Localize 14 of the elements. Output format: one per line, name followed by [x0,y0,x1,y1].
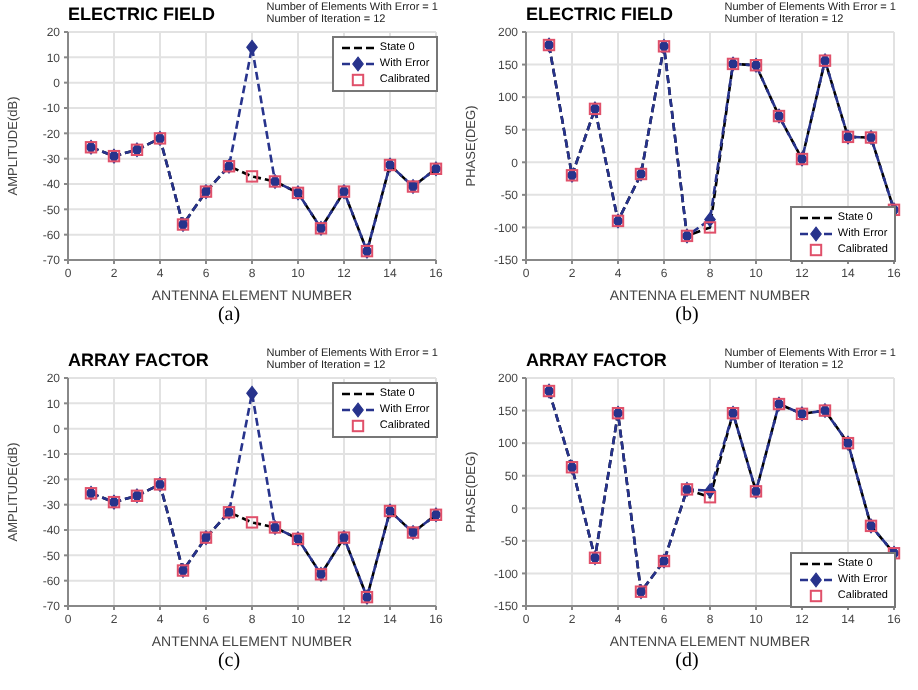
text: (a) [215,304,243,326]
text: (c) [215,649,243,671]
chart-title: ARRAY FACTOR [68,349,209,369]
chart-title: ELECTRIC FIELD [68,4,215,24]
point [703,221,717,234]
chart-title: ARRAY FACTOR [526,349,667,369]
point [703,490,717,503]
text: (b) [673,304,701,326]
point [246,39,258,55]
point [246,384,258,400]
text: (d) [673,649,701,671]
point [245,515,259,528]
point [245,170,259,183]
chart-title: ELECTRIC FIELD [526,4,673,24]
